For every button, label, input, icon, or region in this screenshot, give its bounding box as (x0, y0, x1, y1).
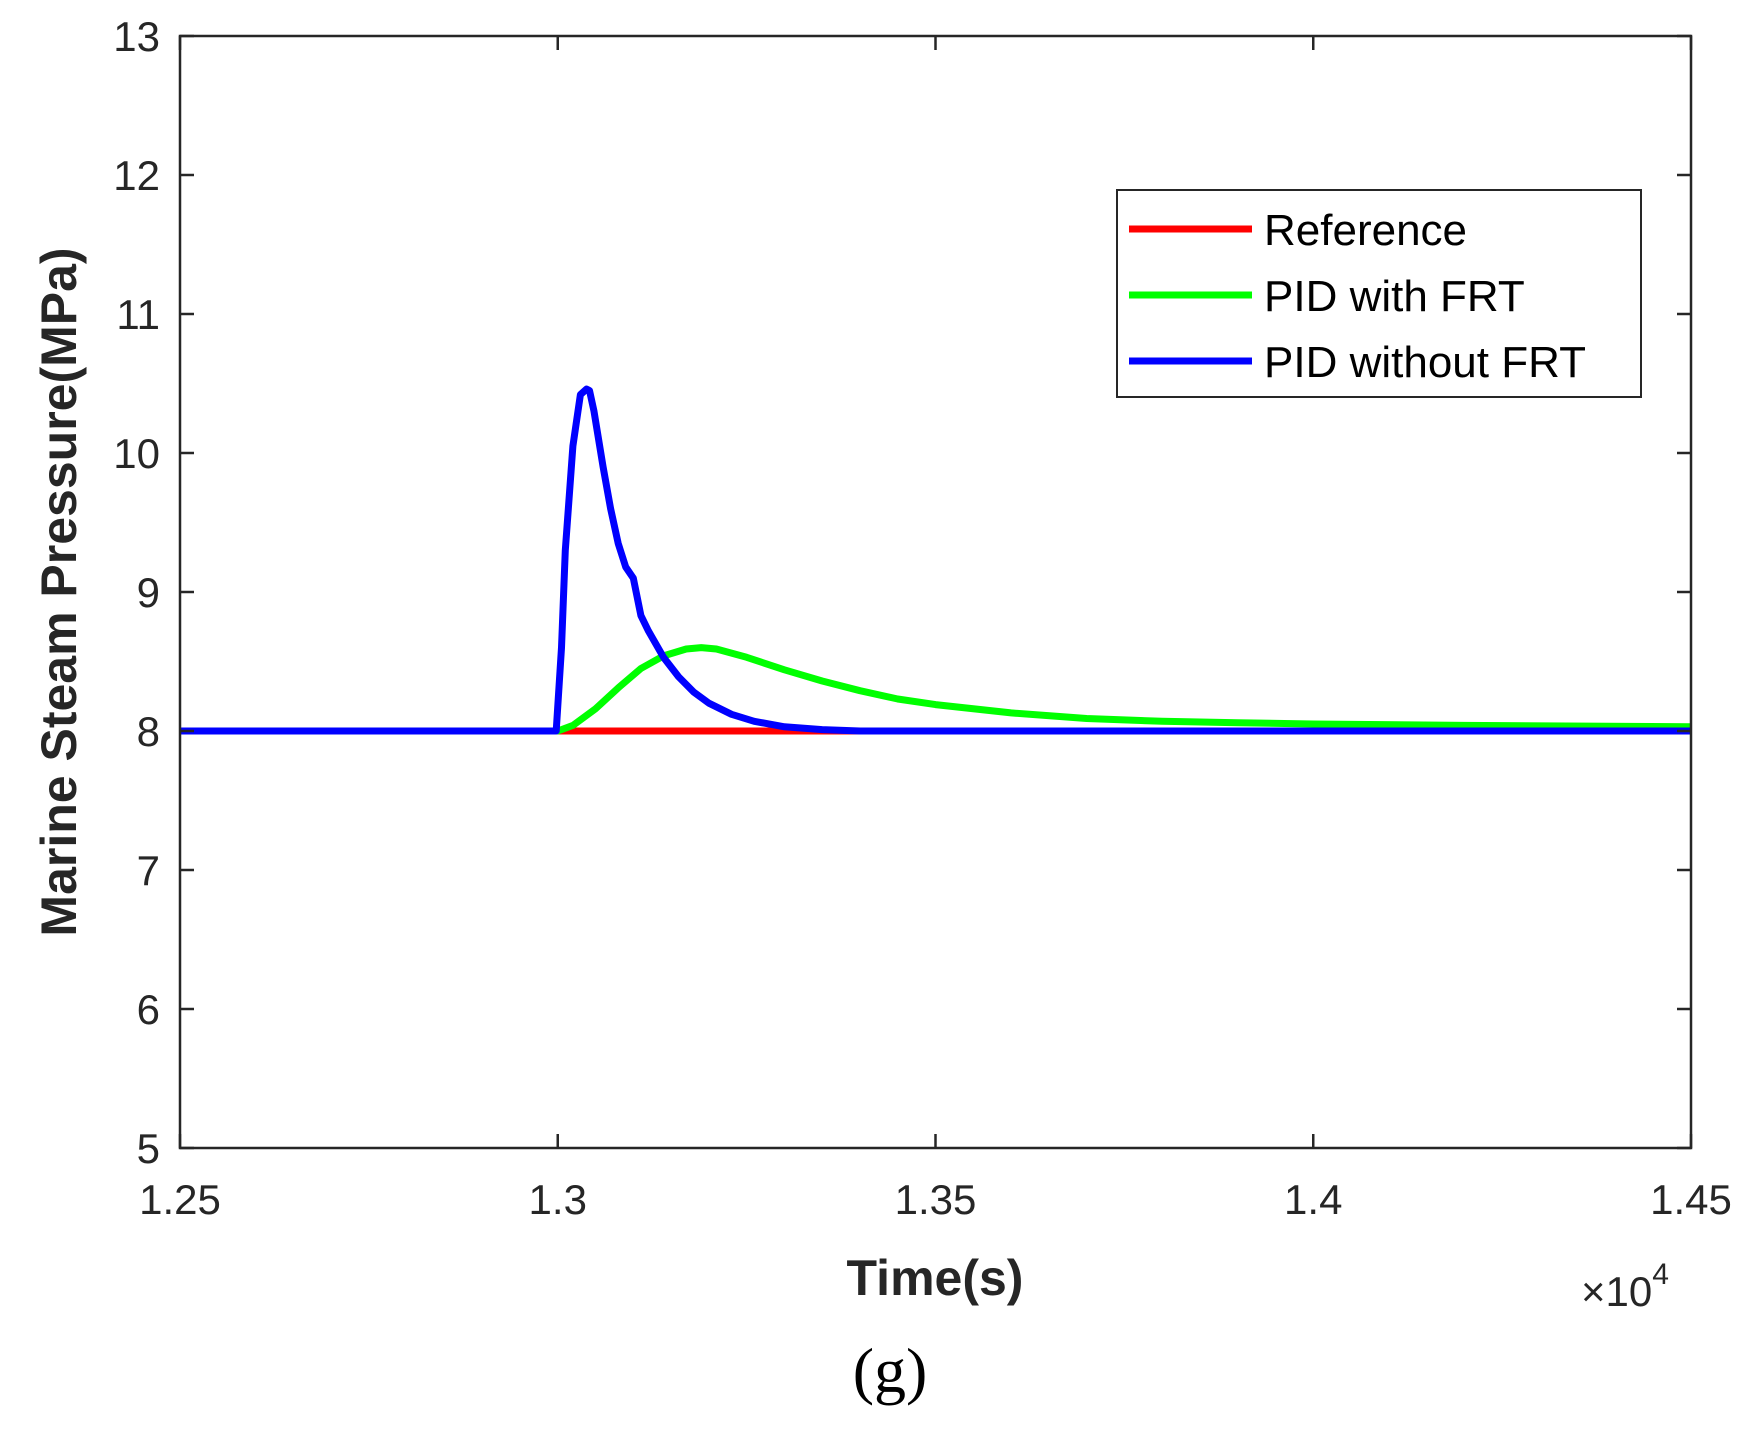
y-tick-label: 13 (113, 13, 160, 60)
series-line-pid-without-frt (180, 385, 1691, 735)
y-tick-label: 12 (113, 152, 160, 199)
y-tick-label: 8 (137, 708, 160, 755)
series-layer (180, 385, 1691, 735)
y-tick-label: 6 (137, 986, 160, 1033)
x-axis-multiplier-base: ×10 (1581, 1268, 1652, 1315)
y-axis-label: Marine Steam Pressure(MPa) (31, 247, 87, 936)
figure-caption: (g) (853, 1335, 928, 1406)
x-tick-label: 1.25 (139, 1176, 221, 1223)
legend-label-pid-with-frt: PID with FRT (1264, 272, 1525, 321)
y-tick-label: 9 (137, 569, 160, 616)
legend-label-pid-without-frt: PID without FRT (1264, 338, 1586, 387)
x-axis-label: Time(s) (847, 1250, 1024, 1306)
y-tick-labels: 5 6 7 8 9 10 11 12 13 (113, 13, 160, 1172)
legend: Reference PID with FRT PID without FRT (1116, 189, 1642, 398)
x-tick-label: 1.3 (529, 1176, 587, 1223)
x-tick-label: 1.45 (1650, 1176, 1732, 1223)
x-axis-multiplier: ×104 (1581, 1258, 1669, 1315)
x-axis-multiplier-exponent: 4 (1652, 1258, 1669, 1291)
x-tick-labels: 1.25 1.3 1.35 1.4 1.45 (139, 1176, 1732, 1223)
series-line-pid-with-frt (180, 644, 1691, 735)
plot-area-frame (178, 34, 1693, 1150)
y-tick-label: 5 (137, 1125, 160, 1172)
y-tick-label: 10 (113, 430, 160, 477)
y-tick-label: 7 (137, 847, 160, 894)
x-tick-label: 1.35 (895, 1176, 977, 1223)
x-tick-label: 1.4 (1284, 1176, 1342, 1223)
legend-label-reference: Reference (1264, 206, 1467, 255)
y-tick-label: 11 (116, 291, 160, 338)
